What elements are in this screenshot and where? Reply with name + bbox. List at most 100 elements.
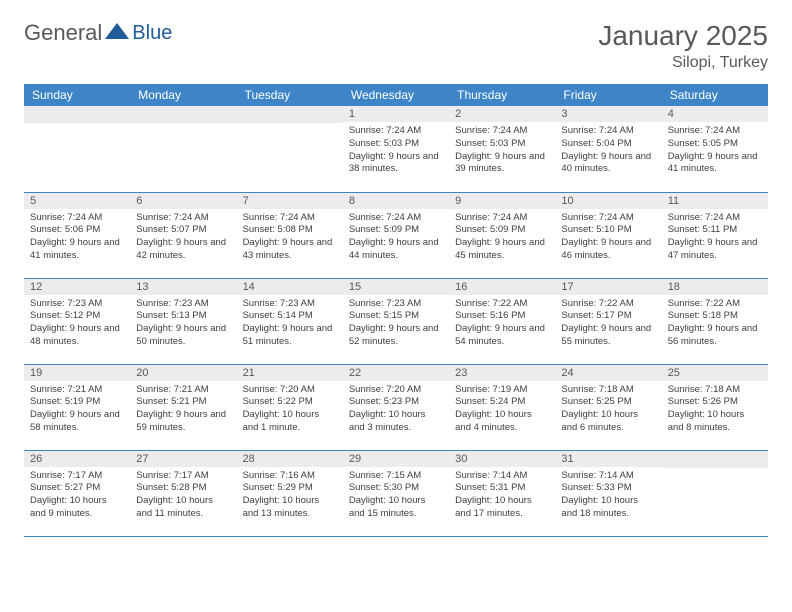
daylight-line: Daylight: 10 hours and 6 minutes.	[561, 409, 655, 435]
day-cell-10: 10Sunrise: 7:24 AMSunset: 5:10 PMDayligh…	[555, 192, 661, 278]
day-number: 6	[130, 193, 236, 209]
sunrise-line: Sunrise: 7:18 AM	[561, 384, 655, 397]
sunrise-line: Sunrise: 7:24 AM	[668, 212, 762, 225]
sunset-line: Sunset: 5:17 PM	[561, 310, 655, 323]
daylight-line: Daylight: 9 hours and 41 minutes.	[668, 151, 762, 177]
daylight-line: Daylight: 9 hours and 38 minutes.	[349, 151, 443, 177]
day-info: Sunrise: 7:24 AMSunset: 5:07 PMDaylight:…	[130, 209, 236, 266]
day-cell-19: 19Sunrise: 7:21 AMSunset: 5:19 PMDayligh…	[24, 364, 130, 450]
day-info: Sunrise: 7:15 AMSunset: 5:30 PMDaylight:…	[343, 467, 449, 524]
day-info: Sunrise: 7:24 AMSunset: 5:06 PMDaylight:…	[24, 209, 130, 266]
sunset-line: Sunset: 5:06 PM	[30, 224, 124, 237]
logo-triangle-icon	[104, 21, 130, 46]
sunset-line: Sunset: 5:07 PM	[136, 224, 230, 237]
day-cell-29: 29Sunrise: 7:15 AMSunset: 5:30 PMDayligh…	[343, 450, 449, 536]
day-cell-empty	[24, 106, 130, 192]
day-info: Sunrise: 7:23 AMSunset: 5:14 PMDaylight:…	[237, 295, 343, 352]
title-block: January 2025 Silopi, Turkey	[598, 20, 768, 72]
day-info: Sunrise: 7:24 AMSunset: 5:09 PMDaylight:…	[343, 209, 449, 266]
day-info: Sunrise: 7:20 AMSunset: 5:23 PMDaylight:…	[343, 381, 449, 438]
sunset-line: Sunset: 5:30 PM	[349, 482, 443, 495]
day-info: Sunrise: 7:24 AMSunset: 5:03 PMDaylight:…	[449, 122, 555, 179]
day-cell-15: 15Sunrise: 7:23 AMSunset: 5:15 PMDayligh…	[343, 278, 449, 364]
sunset-line: Sunset: 5:03 PM	[349, 138, 443, 151]
day-cell-7: 7Sunrise: 7:24 AMSunset: 5:08 PMDaylight…	[237, 192, 343, 278]
sunrise-line: Sunrise: 7:15 AM	[349, 470, 443, 483]
day-cell-22: 22Sunrise: 7:20 AMSunset: 5:23 PMDayligh…	[343, 364, 449, 450]
sunrise-line: Sunrise: 7:14 AM	[455, 470, 549, 483]
sunset-line: Sunset: 5:12 PM	[30, 310, 124, 323]
day-number: 7	[237, 193, 343, 209]
sunrise-line: Sunrise: 7:20 AM	[349, 384, 443, 397]
day-number: 19	[24, 365, 130, 381]
sunrise-line: Sunrise: 7:24 AM	[349, 125, 443, 138]
day-info: Sunrise: 7:22 AMSunset: 5:18 PMDaylight:…	[662, 295, 768, 352]
sunset-line: Sunset: 5:33 PM	[561, 482, 655, 495]
day-info: Sunrise: 7:24 AMSunset: 5:04 PMDaylight:…	[555, 122, 661, 179]
day-cell-31: 31Sunrise: 7:14 AMSunset: 5:33 PMDayligh…	[555, 450, 661, 536]
day-cell-11: 11Sunrise: 7:24 AMSunset: 5:11 PMDayligh…	[662, 192, 768, 278]
day-cell-empty	[662, 450, 768, 536]
day-number: 20	[130, 365, 236, 381]
sunset-line: Sunset: 5:03 PM	[455, 138, 549, 151]
month-title: January 2025	[598, 20, 768, 52]
daylight-line: Daylight: 9 hours and 39 minutes.	[455, 151, 549, 177]
empty-day-number	[237, 106, 343, 123]
day-cell-empty	[237, 106, 343, 192]
daylight-line: Daylight: 9 hours and 58 minutes.	[30, 409, 124, 435]
daylight-line: Daylight: 10 hours and 1 minute.	[243, 409, 337, 435]
day-cell-25: 25Sunrise: 7:18 AMSunset: 5:26 PMDayligh…	[662, 364, 768, 450]
sunset-line: Sunset: 5:09 PM	[455, 224, 549, 237]
day-info: Sunrise: 7:22 AMSunset: 5:17 PMDaylight:…	[555, 295, 661, 352]
sunrise-line: Sunrise: 7:21 AM	[136, 384, 230, 397]
day-number: 11	[662, 193, 768, 209]
daylight-line: Daylight: 9 hours and 47 minutes.	[668, 237, 762, 263]
daylight-line: Daylight: 9 hours and 56 minutes.	[668, 323, 762, 349]
day-number: 9	[449, 193, 555, 209]
day-header-tuesday: Tuesday	[237, 84, 343, 106]
sunrise-line: Sunrise: 7:20 AM	[243, 384, 337, 397]
logo-text-2: Blue	[132, 24, 172, 42]
logo-text-1: General	[24, 20, 102, 46]
day-cell-1: 1Sunrise: 7:24 AMSunset: 5:03 PMDaylight…	[343, 106, 449, 192]
day-number: 17	[555, 279, 661, 295]
day-info: Sunrise: 7:21 AMSunset: 5:19 PMDaylight:…	[24, 381, 130, 438]
sunrise-line: Sunrise: 7:23 AM	[349, 298, 443, 311]
daylight-line: Daylight: 9 hours and 48 minutes.	[30, 323, 124, 349]
day-header-thursday: Thursday	[449, 84, 555, 106]
day-info: Sunrise: 7:22 AMSunset: 5:16 PMDaylight:…	[449, 295, 555, 352]
day-cell-14: 14Sunrise: 7:23 AMSunset: 5:14 PMDayligh…	[237, 278, 343, 364]
day-info: Sunrise: 7:21 AMSunset: 5:21 PMDaylight:…	[130, 381, 236, 438]
daylight-line: Daylight: 9 hours and 59 minutes.	[136, 409, 230, 435]
day-number: 22	[343, 365, 449, 381]
day-number: 12	[24, 279, 130, 295]
day-header-monday: Monday	[130, 84, 236, 106]
day-number: 27	[130, 451, 236, 467]
sunset-line: Sunset: 5:04 PM	[561, 138, 655, 151]
sunset-line: Sunset: 5:19 PM	[30, 396, 124, 409]
week-row: 26Sunrise: 7:17 AMSunset: 5:27 PMDayligh…	[24, 450, 768, 536]
sunrise-line: Sunrise: 7:24 AM	[349, 212, 443, 225]
header: General Blue January 2025 Silopi, Turkey	[24, 20, 768, 72]
sunrise-line: Sunrise: 7:22 AM	[668, 298, 762, 311]
sunrise-line: Sunrise: 7:24 AM	[243, 212, 337, 225]
sunset-line: Sunset: 5:13 PM	[136, 310, 230, 323]
sunset-line: Sunset: 5:21 PM	[136, 396, 230, 409]
sunset-line: Sunset: 5:23 PM	[349, 396, 443, 409]
daylight-line: Daylight: 9 hours and 51 minutes.	[243, 323, 337, 349]
day-number: 3	[555, 106, 661, 122]
day-cell-17: 17Sunrise: 7:22 AMSunset: 5:17 PMDayligh…	[555, 278, 661, 364]
day-cell-21: 21Sunrise: 7:20 AMSunset: 5:22 PMDayligh…	[237, 364, 343, 450]
day-number: 2	[449, 106, 555, 122]
day-cell-23: 23Sunrise: 7:19 AMSunset: 5:24 PMDayligh…	[449, 364, 555, 450]
sunrise-line: Sunrise: 7:22 AM	[455, 298, 549, 311]
sunrise-line: Sunrise: 7:24 AM	[136, 212, 230, 225]
day-info: Sunrise: 7:23 AMSunset: 5:15 PMDaylight:…	[343, 295, 449, 352]
sunset-line: Sunset: 5:27 PM	[30, 482, 124, 495]
logo: General Blue	[24, 20, 172, 46]
daylight-line: Daylight: 9 hours and 41 minutes.	[30, 237, 124, 263]
day-info: Sunrise: 7:23 AMSunset: 5:13 PMDaylight:…	[130, 295, 236, 352]
sunrise-line: Sunrise: 7:24 AM	[30, 212, 124, 225]
sunrise-line: Sunrise: 7:22 AM	[561, 298, 655, 311]
sunrise-line: Sunrise: 7:24 AM	[561, 125, 655, 138]
